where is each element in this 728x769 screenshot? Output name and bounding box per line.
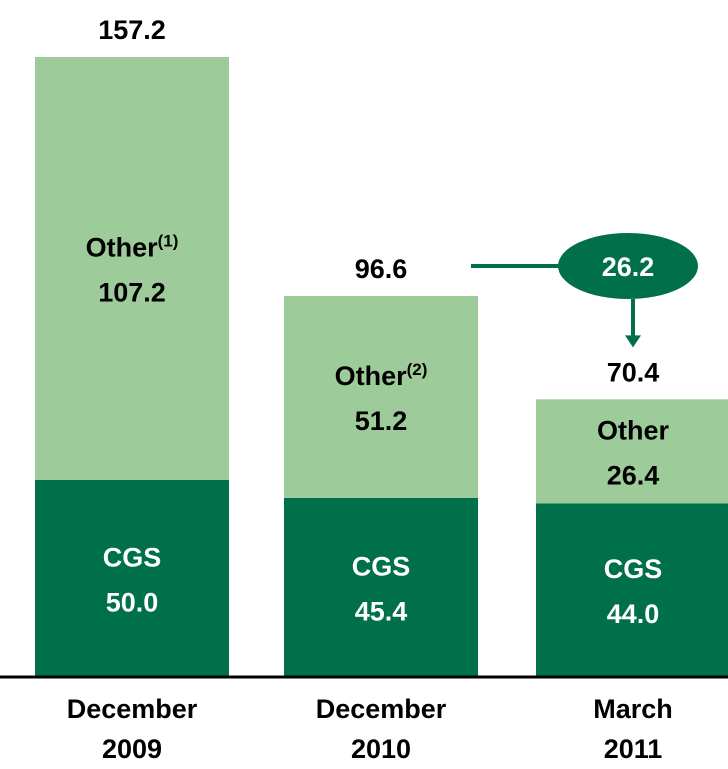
segment-name: CGS xyxy=(352,551,411,581)
series-name: Other xyxy=(597,415,670,445)
bar-segment xyxy=(536,503,728,677)
data-label: 50.0 xyxy=(106,587,159,617)
bar-segment xyxy=(35,479,229,677)
data-label: 44.0 xyxy=(607,599,660,629)
bar-segment xyxy=(284,497,478,677)
data-label: 107.2 xyxy=(98,277,166,307)
series-name: CGS xyxy=(604,554,663,584)
x-tick-label: December 2009 xyxy=(66,694,198,764)
total-label: 96.6 xyxy=(355,254,408,284)
segment-name: Other(1) xyxy=(86,231,179,262)
series-name: CGS xyxy=(103,542,162,572)
segment-name: CGS xyxy=(103,542,162,572)
annotation-label: 26.2 xyxy=(602,252,655,282)
bar-segment xyxy=(536,399,728,504)
total-label: 70.4 xyxy=(607,357,660,387)
segment-name: Other xyxy=(597,415,670,445)
footnote: (1) xyxy=(158,231,179,250)
annotation-bubble xyxy=(558,233,698,300)
data-label: 51.2 xyxy=(355,406,408,436)
total-label: 157.2 xyxy=(98,15,166,45)
bar-segment xyxy=(35,57,229,480)
segment-name: CGS xyxy=(604,554,663,584)
series-name: Other xyxy=(86,232,159,262)
segment-name: Other(2) xyxy=(335,360,428,391)
data-label: 45.4 xyxy=(355,596,408,626)
bar-segment xyxy=(284,296,478,498)
annotation-arrowhead xyxy=(625,335,641,348)
footnote: (2) xyxy=(407,360,428,379)
x-tick-label: March 2011 xyxy=(593,694,673,764)
data-label: 26.4 xyxy=(607,460,660,490)
series-name: CGS xyxy=(352,551,411,581)
x-tick-label: December 2010 xyxy=(315,694,447,764)
series-name: Other xyxy=(335,361,408,391)
